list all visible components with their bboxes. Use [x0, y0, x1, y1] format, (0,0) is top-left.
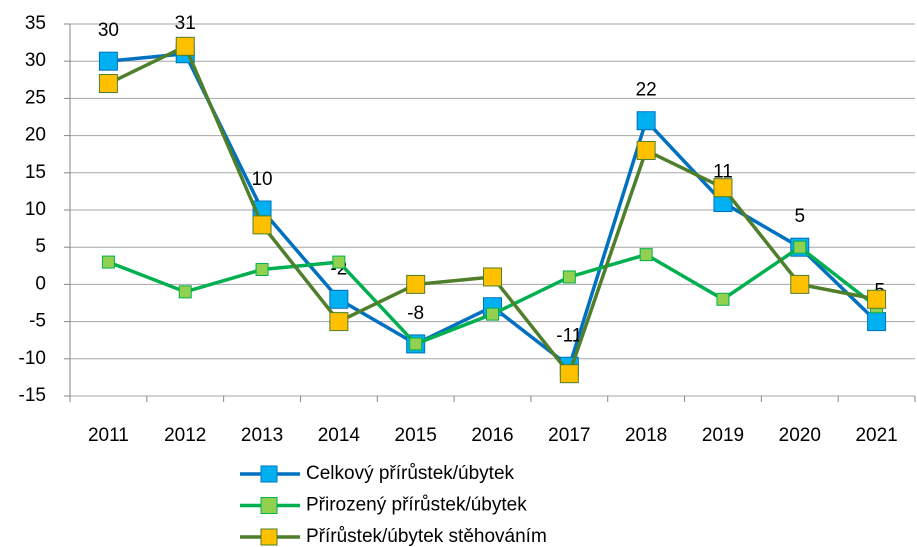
y-tick-label: 35: [25, 13, 46, 34]
y-tick-label: -15: [19, 385, 46, 406]
marker: [332, 255, 346, 269]
x-tick-label: 2014: [318, 425, 361, 446]
y-tick-label: -10: [19, 348, 46, 369]
y-tick-label: 15: [25, 162, 46, 183]
marker: [98, 51, 118, 71]
data-label: 11: [713, 162, 733, 183]
x-tick-label: 2015: [395, 425, 437, 446]
data-label: 31: [175, 13, 196, 34]
marker: [636, 140, 656, 160]
x-tick-label: 2019: [702, 425, 744, 446]
y-tick-label: 0: [35, 273, 46, 294]
marker: [867, 289, 887, 309]
marker: [559, 364, 579, 384]
legend-marker: [260, 528, 278, 546]
x-tick-label: 2017: [548, 425, 590, 446]
marker: [562, 270, 576, 284]
data-label: 22: [636, 80, 657, 101]
y-tick-label: 25: [25, 87, 46, 108]
series-line: [107, 245, 878, 346]
marker: [486, 307, 499, 321]
data-label: -8: [407, 303, 424, 324]
data-label: 5: [794, 206, 805, 227]
x-tick-label: 2012: [164, 425, 206, 446]
marker: [101, 255, 115, 269]
marker: [406, 274, 426, 294]
data-label: -11: [556, 325, 582, 346]
marker: [178, 285, 192, 299]
y-tick-label: -5: [29, 311, 46, 332]
marker: [255, 263, 269, 277]
y-tick-label: 30: [25, 50, 46, 71]
data-label: 30: [98, 20, 119, 41]
marker: [867, 312, 887, 332]
marker: [175, 36, 195, 56]
marker: [252, 215, 272, 235]
x-tick-label: 2013: [241, 425, 283, 446]
x-tick-label: 2018: [625, 425, 667, 446]
y-tick-label: 20: [25, 125, 46, 146]
marker: [790, 274, 810, 294]
y-tick-label: 5: [35, 236, 46, 257]
marker: [639, 248, 653, 262]
x-tick-label: 2021: [855, 425, 897, 446]
x-tick-label: 2020: [779, 425, 821, 446]
legend-marker: [260, 497, 278, 514]
marker: [409, 337, 423, 351]
x-tick-label: 2011: [88, 425, 129, 446]
marker: [329, 289, 349, 309]
legend-marker: [260, 465, 278, 483]
marker: [713, 178, 733, 198]
marker: [98, 74, 118, 94]
legend-label: Přírůstek/úbytek stěhováním: [306, 526, 547, 547]
marker: [329, 312, 349, 332]
legend-label: Přirozený přírůstek/úbytek: [306, 495, 527, 516]
legend-label: Celkový přírůstek/úbytek: [306, 463, 515, 484]
marker: [636, 111, 656, 131]
data-label: 10: [251, 169, 272, 190]
marker: [716, 292, 730, 306]
marker: [483, 267, 502, 287]
x-tick-label: 2016: [471, 425, 513, 446]
y-tick-label: 10: [25, 199, 46, 220]
marker: [793, 240, 807, 254]
